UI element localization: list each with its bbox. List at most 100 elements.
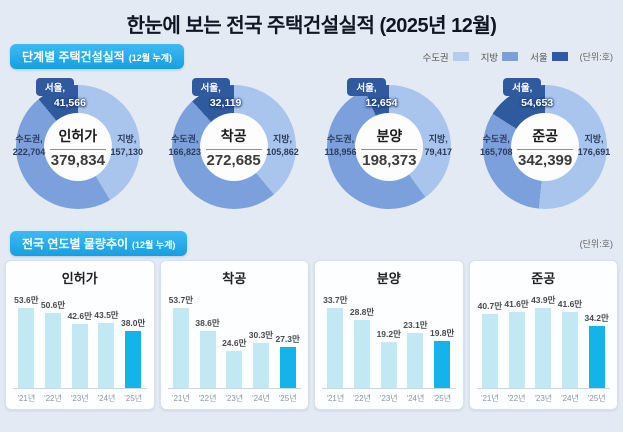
bar bbox=[125, 331, 142, 388]
bar-value-label: 53.6만 bbox=[14, 295, 39, 305]
x-axis-label: '21년 bbox=[171, 394, 190, 403]
seoul-badge: 서울, bbox=[503, 78, 542, 96]
bar-column: 53.6만 bbox=[13, 294, 40, 388]
legend-label: 수도권 bbox=[422, 52, 449, 64]
x-axis: '21년 '22년 '23년 '24년 '25년 bbox=[322, 393, 456, 404]
donut-title: 준공 bbox=[532, 127, 558, 144]
capital-label: 수도권, 222,704 bbox=[0, 133, 58, 159]
bar-column: 27.3만 bbox=[274, 333, 301, 388]
capital-name: 수도권, bbox=[171, 134, 199, 144]
bar bbox=[481, 313, 498, 388]
capital-label: 수도권, 118,956 bbox=[312, 133, 370, 159]
bar-chart-row: 인허가 53.6만 50.6만 42.6만 43.5만 bbox=[0, 260, 623, 410]
bar-value-label: 38.0만 bbox=[120, 318, 146, 329]
x-axis-label: '25년 bbox=[433, 394, 452, 403]
legend-item-수도권: 수도권 bbox=[422, 50, 469, 64]
bar-value-label: 42.6만 bbox=[67, 311, 92, 322]
bar-plot-area: 33.7만 28.8만 19.2만 23.1만 19.8만 bbox=[322, 293, 456, 389]
bar-column: 38.6만 bbox=[194, 317, 221, 388]
capital-value: 118,956 bbox=[324, 147, 357, 158]
bar-column: 19.2만 bbox=[375, 328, 402, 388]
capital-value: 165,708 bbox=[479, 147, 513, 158]
bar bbox=[71, 324, 88, 388]
section1-header-note: (12월 누계) bbox=[128, 53, 173, 63]
legend-swatch bbox=[452, 52, 469, 61]
capital-value: 166,823 bbox=[168, 147, 202, 158]
bar-value-label: 23.1만 bbox=[403, 320, 428, 331]
province-name: 지방, bbox=[428, 134, 448, 144]
section2-header: 전국 연도별 물량추이 (12월 누계) bbox=[10, 231, 188, 256]
x-axis-label: '23년 bbox=[70, 394, 89, 403]
donut-total: 198,373 bbox=[361, 148, 418, 169]
bar-value-label: 24.6만 bbox=[222, 338, 247, 349]
x-axis-label: '22년 bbox=[507, 394, 526, 403]
bar-value-label: 43.5만 bbox=[94, 310, 119, 321]
bar-chart-title: 분양 bbox=[376, 271, 401, 286]
bar-value-label: 40.7만 bbox=[477, 300, 503, 311]
bar-value-label: 43.9만 bbox=[531, 295, 556, 305]
bar-column: 41.6만 bbox=[557, 298, 584, 388]
donut-center: 분양 198,373 bbox=[355, 113, 424, 181]
section1-bar: 단계별 주택건설실적 (12월 누계) 수도권 지방 서울 (단위:호) bbox=[10, 44, 613, 69]
province-name: 지방, bbox=[117, 134, 137, 144]
x-axis-label: '23년 bbox=[225, 394, 244, 403]
legend-item-지방: 지방 bbox=[481, 50, 519, 64]
seoul-badge: 서울, bbox=[35, 78, 74, 96]
section1-header-text: 단계별 주택건설실적 bbox=[22, 50, 125, 64]
bar-value-label: 27.3만 bbox=[275, 334, 300, 345]
bar-value-label: 33.7만 bbox=[323, 295, 348, 305]
bar-column: 23.1만 bbox=[402, 319, 429, 388]
donut-total: 272,685 bbox=[205, 148, 262, 169]
page-title: 한눈에 보는 전국 주택건설실적 (2025년 12월) bbox=[126, 15, 497, 37]
section2-header-text: 전국 연도별 물량추이 bbox=[22, 237, 129, 251]
x-axis-label: '25년 bbox=[278, 394, 297, 403]
section2-bar: 전국 연도별 물량추이 (12월 누계) (단위:호) bbox=[10, 231, 613, 256]
x-axis-label: '23년 bbox=[379, 394, 398, 403]
bar-value-label: 19.2만 bbox=[376, 329, 401, 340]
capital-value: 222,704 bbox=[12, 147, 46, 158]
bar-value-label: 28.8만 bbox=[349, 306, 375, 317]
infographic-page: 한눈에 보는 전국 주택건설실적 (2025년 12월) 단계별 주택건설실적(… bbox=[0, 9, 623, 432]
donut-title: 인허가 bbox=[58, 127, 98, 144]
bar-value-label: 53.7만 bbox=[168, 295, 194, 305]
bar bbox=[199, 330, 216, 388]
seoul-value: 12,654 bbox=[365, 97, 398, 109]
donut-total: 379,834 bbox=[49, 148, 106, 169]
legend-label: 서울 bbox=[530, 52, 548, 64]
bar-value-label: 38.6만 bbox=[195, 317, 220, 328]
legend-item-서울: 서울 bbox=[530, 50, 568, 64]
bar bbox=[434, 341, 451, 388]
bar-column: 30.3만 bbox=[248, 329, 275, 388]
province-value: 105,862 bbox=[266, 147, 299, 158]
bar-plot-area: 40.7만 41.6만 43.9만 41.6만 34.2만 bbox=[476, 293, 610, 389]
bar-plot-area: 53.7만 38.6만 24.6만 30.3만 27.3만 bbox=[167, 293, 301, 389]
bar-value-label: 41.6만 bbox=[504, 299, 529, 310]
x-axis-label: '24년 bbox=[406, 394, 425, 403]
bar-column: 33.7만 bbox=[322, 294, 349, 388]
bar-column: 50.6만 bbox=[40, 299, 67, 388]
bar-column: 19.8만 bbox=[429, 327, 456, 388]
bar bbox=[226, 351, 243, 388]
bar-column: 38.0만 bbox=[120, 317, 147, 388]
province-label: 지방, 79,417 bbox=[409, 133, 467, 159]
seoul-badge: 서울, bbox=[347, 78, 386, 96]
province-name: 지방, bbox=[272, 134, 293, 144]
bar-chart-title: 착공 bbox=[222, 271, 247, 286]
bar bbox=[380, 342, 397, 388]
seoul-value: 41,566 bbox=[53, 97, 86, 109]
bar-column: 43.5만 bbox=[93, 309, 120, 388]
section1-unit-label: (단위:호) bbox=[579, 52, 613, 62]
capital-name: 수도권, bbox=[15, 134, 43, 144]
donut-center: 인허가 379,834 bbox=[43, 113, 112, 181]
province-label: 지방, 157,130 bbox=[98, 133, 156, 159]
donut-chart-permits: 인허가 379,834 서울, 41,566 수도권, 222,704 지방, … bbox=[0, 73, 156, 225]
bar-column: 40.7만 bbox=[477, 300, 504, 388]
bar-column: 42.6만 bbox=[66, 310, 93, 388]
legend-swatch bbox=[551, 52, 568, 61]
donut-center: 준공 342,399 bbox=[511, 113, 580, 181]
bar bbox=[407, 333, 424, 388]
bar-chart-starts: 착공 53.7만 38.6만 24.6만 30.3만 bbox=[159, 260, 309, 410]
bar bbox=[508, 312, 525, 388]
x-axis-label: '25년 bbox=[124, 394, 143, 403]
bar bbox=[588, 325, 605, 388]
